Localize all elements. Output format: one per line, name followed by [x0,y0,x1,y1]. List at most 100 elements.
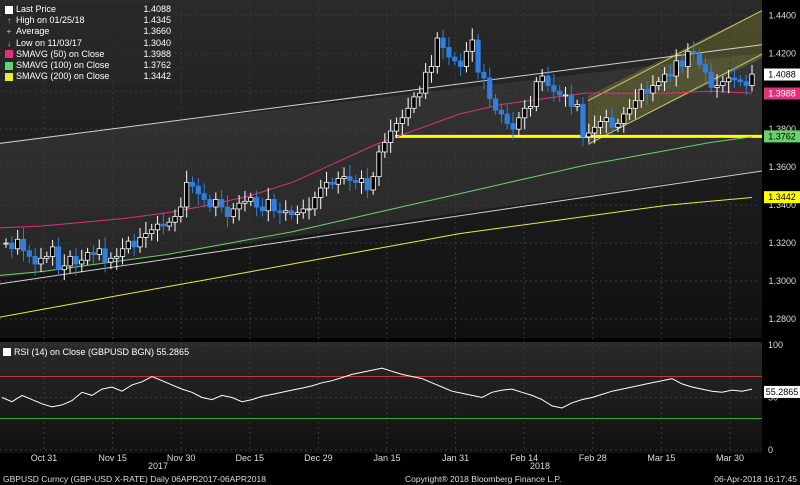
candle-body [370,176,376,191]
candle-body [207,199,213,208]
year-label-2017: 2017 [148,461,169,471]
candle-body [219,199,225,208]
legend-value: 1.4088 [143,4,171,14]
candle-body [562,94,569,97]
candle-body [242,200,248,204]
candle-body [661,73,668,83]
price-legend: Last Price 1.4088 ↑ High on 01/25/18 1.4345… [2,3,174,83]
candle-body [323,181,330,189]
x-tick-label: Feb 28 [579,453,607,463]
rsi-legend: RSI (14) on Close (GBPUSD BGN) 55.2865 [3,347,189,357]
candle-body [189,181,196,187]
candle-body [656,81,662,86]
candle-body [67,255,73,267]
candle-body [358,178,365,183]
rsi-last-value-label: 55.2865 [766,387,799,397]
candle-body [96,248,102,255]
candle-body [557,90,563,96]
x-axis: Oct 31 Nov 15 Nov 30 Dec 15 Dec 29 Jan 15 Jan … [31,453,744,463]
last-value-badge [764,68,800,81]
candle-body [463,50,470,67]
candle-body [469,39,475,52]
candle-body [667,73,674,77]
candle-body [114,255,120,259]
candle-body [446,47,452,58]
candle-body [539,75,545,83]
rsi-tick-label: 100 [768,340,783,350]
candle-body [382,142,388,153]
candle-body [172,216,178,223]
candle-body [504,113,510,124]
candle-body [492,98,499,111]
rsi-line [1,367,753,409]
price-tick-label: 1.4400 [768,10,796,20]
candle-body [61,265,67,271]
candle-body [84,252,91,261]
candle-body [55,246,62,271]
candle-body [259,206,266,212]
candle-body [411,96,417,109]
sma50-line [0,90,753,229]
candle-body [79,259,85,265]
candle-body [475,39,481,73]
candle-body [108,257,114,263]
candle-body [184,181,190,208]
candle-body [434,37,440,67]
sma200-swatch [5,72,13,81]
candle-body [621,113,627,124]
candle-body [609,117,615,128]
rsi-swatch [3,348,11,356]
candle-body [137,236,143,248]
candle-body [597,121,604,128]
rsi-legend-label: RSI (14) on Close (GBPUSD BGN) 55.2865 [14,347,190,357]
candle-body [737,79,743,83]
candle-body [166,221,172,227]
legend-high: ↑ High on 01/25/18 1.4345 [5,15,171,26]
candle-body [533,81,539,107]
price-tick-label: 1.4200 [768,48,796,58]
price-tick-label: 1.2800 [768,314,796,324]
candle-body [650,85,656,94]
candle-body [673,60,679,77]
x-tick-label: Nov 30 [167,453,196,463]
candle-body [149,229,155,234]
low-arrow-icon: ↓ [7,38,11,48]
candle-body [15,238,21,250]
candle-body [3,242,9,245]
candle-body [364,178,370,191]
candle-body [428,66,435,73]
candle-body [283,210,289,214]
candle-body [638,88,644,102]
rsi-panel: 10050055.2865 [0,340,800,455]
price-tick-label: 1.3200 [768,238,796,248]
candle-body [353,180,359,183]
candle-body [201,193,207,200]
candle-body [708,71,714,88]
candle-body [586,132,592,138]
average-plus-icon: + [6,27,12,37]
footer-copyright: Copyright® 2018 Bloomberg Finance L.P. [405,474,562,484]
x-tick-label: Jan 15 [373,453,400,463]
candle-body [615,123,621,128]
candle-body [265,199,271,212]
candle-body [743,81,749,86]
candle-body [603,117,609,122]
candle-body [73,255,79,265]
x-tick-label: Dec 15 [236,453,265,463]
legend-label: Low on 11/03/17 [16,37,82,48]
candle-body [685,50,691,67]
legend-value: 1.3442 [143,71,171,82]
candle-body [691,50,697,54]
last-price-swatch [5,5,13,14]
candle-body [102,248,108,263]
legend-sma50: SMAVG (50) on Close 1.3988 [5,49,171,60]
candle-body [9,242,15,250]
last-value-label: 1.3762 [768,131,796,141]
legend-label: Last Price [16,4,57,14]
candle-body [44,255,50,259]
candle-body [32,255,38,265]
candle-body [457,60,464,67]
candlesticks [3,28,755,281]
last-value-badge [764,191,800,204]
x-tick-label: Dec 29 [304,453,333,463]
